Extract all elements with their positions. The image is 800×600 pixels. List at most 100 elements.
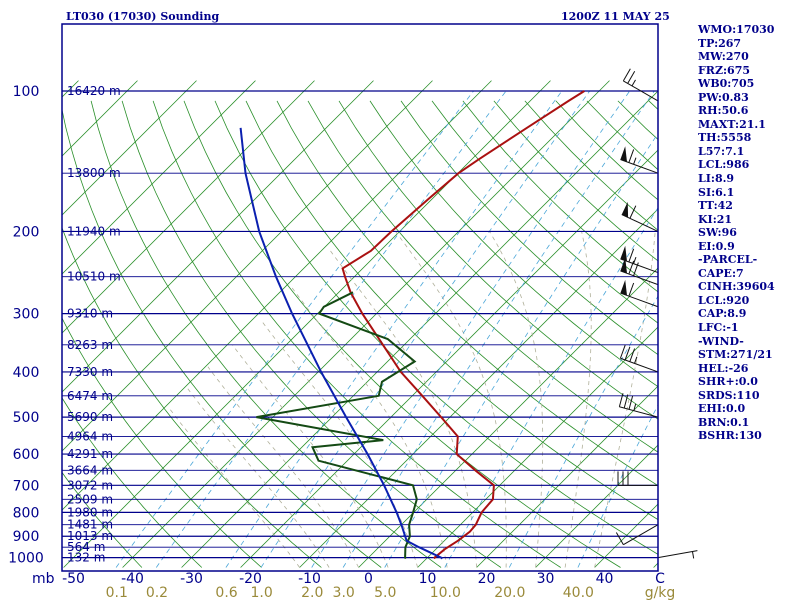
temperature-tick-label: -40 xyxy=(121,571,144,587)
temperature-tick-label: -10 xyxy=(298,571,321,587)
height-label: 6474 m xyxy=(67,389,113,403)
dry-adiabat-line xyxy=(462,100,658,293)
dry-adiabat-line xyxy=(369,100,658,388)
dry-adiabat-line xyxy=(214,100,658,555)
wind-barb xyxy=(657,550,698,559)
height-label: 1980 m xyxy=(67,505,113,519)
parcel-profile xyxy=(239,127,444,560)
height-label: 1481 m xyxy=(67,518,113,532)
wind-barb xyxy=(622,68,659,102)
index-item: SW:96 xyxy=(698,226,737,240)
index-item: LCL:920 xyxy=(698,293,750,307)
temperature-tick-label: 10 xyxy=(419,571,437,587)
index-item: CAP:8.9 xyxy=(698,307,747,321)
wind-barb xyxy=(618,393,659,418)
mixing-ratio-line xyxy=(342,90,655,568)
isotherm-line xyxy=(476,385,658,568)
moist-adiabat-line xyxy=(395,231,507,568)
pressure-tick-label: 100 xyxy=(13,84,40,100)
pressure-unit-label: mb xyxy=(32,571,55,587)
dry-adiabat-line xyxy=(152,100,561,568)
mixing-ratio-label: 2.0 xyxy=(301,585,323,600)
dry-adiabat-line xyxy=(62,107,382,568)
mixing-ratio-label: 10.0 xyxy=(430,585,461,600)
height-label: 2509 m xyxy=(67,492,113,506)
index-item: CAPE:7 xyxy=(698,266,744,280)
dry-adiabat-line xyxy=(307,100,658,453)
index-item: L57:7.1 xyxy=(698,144,745,158)
index-item: FRZ:675 xyxy=(698,63,751,77)
isotherm-line xyxy=(240,149,658,568)
wind-barb xyxy=(620,257,659,286)
isotherm-line xyxy=(535,444,658,568)
wind-barb xyxy=(620,279,659,308)
plot-frame xyxy=(61,23,659,572)
dry-adiabat-line xyxy=(90,100,442,568)
height-label: 11940 m xyxy=(67,224,121,238)
dry-adiabat-line xyxy=(62,397,203,568)
pressure-tick-label: 600 xyxy=(13,447,40,463)
index-item: SI:6.1 xyxy=(698,185,735,199)
dry-adiabat-line xyxy=(338,100,658,420)
moist-adiabat-line xyxy=(330,250,477,568)
moist-adiabat-line xyxy=(564,231,592,568)
pressure-tick-label: 500 xyxy=(13,410,40,426)
mixing-ratio-label: 0.2 xyxy=(146,585,168,600)
dry-adiabat-line xyxy=(400,100,658,356)
dry-adiabat-line xyxy=(431,100,658,324)
mixing-ratio-label: 5.0 xyxy=(374,585,396,600)
temperature-tick-label: -20 xyxy=(239,571,262,587)
dry-adiabat-line xyxy=(276,100,658,487)
pressure-tick-label: 900 xyxy=(13,529,40,545)
index-item: WMO:17030 xyxy=(698,23,775,36)
mixing-ratio-line xyxy=(260,90,591,568)
index-item: -PARCEL- xyxy=(698,253,758,267)
index-item: -WIND- xyxy=(698,334,744,348)
mixing-ratio-unit-label: g/kg xyxy=(645,585,676,600)
dewpoint-profile xyxy=(256,291,418,560)
isotherm-line xyxy=(63,80,551,568)
isotherm-line xyxy=(62,80,256,275)
temperature-tick-label: 20 xyxy=(478,571,496,587)
index-item: BRN:0.1 xyxy=(698,415,750,429)
height-label: 4291 m xyxy=(67,447,113,461)
mixing-ratio-line xyxy=(311,90,631,568)
index-item: SRDS:110 xyxy=(698,388,760,402)
station-title: LT030 (17030) Sounding xyxy=(66,10,220,23)
wind-barb xyxy=(615,524,659,546)
index-item: TT:42 xyxy=(698,199,733,213)
index-item: SHR+:0.0 xyxy=(698,375,758,389)
dry-adiabat-line xyxy=(62,471,143,568)
wind-barb xyxy=(617,471,658,486)
isotherm-line xyxy=(62,80,433,452)
pressure-tick-label: 400 xyxy=(13,365,40,381)
indices-panel: WMO:17030 TP:267 MW:270 FRZ:675 WB0:705 PW:0.… xyxy=(698,23,798,443)
index-item: MW:270 xyxy=(698,50,749,64)
dry-adiabat-line xyxy=(121,100,502,568)
moist-adiabat-line xyxy=(232,344,389,568)
mixing-ratio-label: 1.0 xyxy=(250,585,272,600)
height-label: 5690 m xyxy=(67,410,113,424)
index-item: STM:271/21 xyxy=(698,348,773,362)
dry-adiabat-line xyxy=(62,317,262,568)
temperature-tick-label: 0 xyxy=(364,571,373,587)
moist-adiabat-line xyxy=(489,231,544,568)
height-label: 9310 m xyxy=(67,307,113,321)
temperature-tick-label: -30 xyxy=(180,571,203,587)
height-label: 3072 m xyxy=(67,478,113,492)
sounding-time: 1200Z 11 MAY 25 xyxy=(561,10,670,23)
index-item: LCL:986 xyxy=(698,158,750,172)
pressure-tick-label: 200 xyxy=(13,224,40,240)
index-item: TH:5558 xyxy=(698,131,752,145)
temperature-tick-label: 40 xyxy=(596,571,614,587)
height-label: 564 m xyxy=(67,540,105,554)
pressure-tick-label: 300 xyxy=(13,307,40,323)
pressure-tick-label: 1000 xyxy=(8,551,44,567)
wind-barb xyxy=(621,201,659,232)
height-label: 13800 m xyxy=(67,166,121,180)
height-label: 1013 m xyxy=(67,529,113,543)
isotherm-line xyxy=(62,80,315,334)
height-label: 8263 m xyxy=(67,338,113,352)
